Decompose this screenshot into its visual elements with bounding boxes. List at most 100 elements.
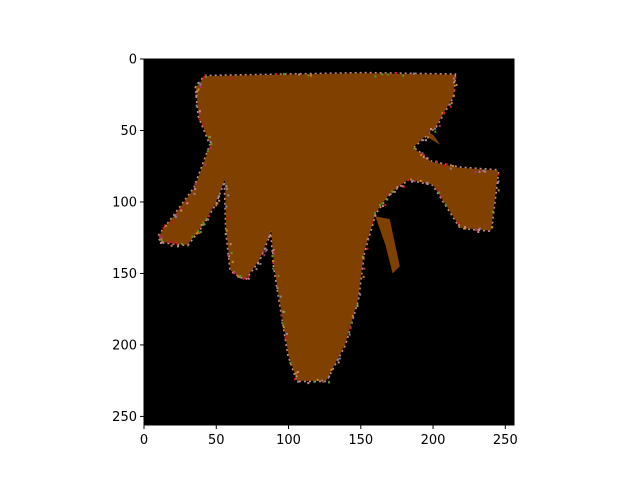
edge-noise-pixel [282,326,285,329]
edge-noise-pixel [280,314,283,317]
edge-noise-pixel [297,380,300,383]
segmentation-mask [156,71,500,385]
edge-noise-pixel [164,224,166,227]
edge-noise-pixel [452,94,455,97]
edge-noise-pixel [441,112,444,115]
edge-noise-pixel [386,198,389,201]
edge-noise-pixel [233,272,236,275]
edge-noise-pixel [384,204,387,206]
edge-noise-pixel [255,268,258,271]
edge-noise-pixel [349,327,352,330]
edge-noise-pixel [195,94,198,97]
edge-noise-pixel [169,240,172,243]
edge-noise-pixel [298,73,300,76]
x-tick-label: 100 [276,433,301,448]
edge-noise-pixel [226,187,229,190]
edge-noise-pixel [430,128,432,130]
edge-noise-pixel [401,185,404,188]
edge-noise-pixel [434,130,437,133]
edge-noise-pixel [218,199,221,202]
edge-noise-pixel [215,204,218,207]
edge-noise-pixel [174,214,177,217]
edge-noise-pixel [406,179,409,182]
edge-noise-pixel [159,235,162,238]
edge-noise-pixel [198,118,201,121]
edge-noise-pixel [268,235,271,238]
edge-noise-pixel [464,227,467,230]
edge-noise-pixel [402,74,405,77]
edge-noise-pixel [389,193,392,196]
edge-noise-pixel [316,378,319,381]
edge-noise-pixel [474,170,477,173]
edge-noise-pixel [356,305,359,307]
edge-noise-pixel [199,231,202,234]
edge-noise-pixel [422,139,425,142]
edge-noise-pixel [286,332,288,335]
edge-noise-pixel [496,181,499,184]
edge-noise-pixel [497,180,500,183]
edge-noise-pixel [433,127,436,130]
edge-noise-pixel [180,242,183,245]
y-tick-label: 200 [112,338,137,353]
edge-noise-pixel [445,163,448,166]
edge-noise-pixel [195,232,198,235]
edge-noise-pixel [293,378,296,381]
edge-noise-pixel [277,275,280,277]
edge-noise-pixel [257,262,259,265]
edge-noise-pixel [279,295,282,298]
edge-noise-pixel [438,125,441,128]
edge-noise-pixel [294,372,297,375]
plot-area [143,58,515,426]
edge-noise-pixel [477,228,480,231]
edge-noise-pixel [338,357,341,360]
edge-noise-pixel [272,262,275,264]
edge-noise-pixel [361,255,364,258]
edge-noise-pixel [162,227,165,230]
edge-noise-pixel [204,163,207,166]
x-axis: 0 50 100 150 200 250 [140,425,518,448]
edge-noise-pixel [381,202,384,205]
edge-noise-pixel [379,204,381,206]
axes-frame [143,58,515,426]
edge-noise-pixel [276,274,279,277]
edge-noise-pixel [444,204,447,206]
edge-noise-pixel [409,178,412,181]
edge-noise-pixel [176,214,179,217]
edge-noise-pixel [271,255,274,257]
edge-noise-pixel [350,321,353,324]
y-tick-label: 50 [120,124,137,139]
edge-noise-pixel [230,252,233,254]
edge-noise-pixel [165,224,168,227]
edge-noise-pixel [348,333,351,336]
edge-noise-pixel [259,262,262,265]
y-tick-label: 250 [112,410,137,425]
edge-noise-pixel [199,83,202,86]
edge-noise-pixel [371,221,374,224]
edge-noise-pixel [464,226,466,229]
edge-noise-pixel [295,375,298,378]
edge-noise-pixel [497,173,500,176]
edge-noise-pixel [275,73,278,76]
edge-noise-pixel [310,74,313,77]
edge-noise-pixel [195,104,198,107]
edge-noise-pixel [438,189,441,192]
edge-noise-pixel [443,164,446,167]
edge-noise-pixel [482,169,485,172]
edge-noise-pixel [160,239,163,242]
mask-right-hanging-piece [375,216,400,274]
edge-noise-pixel [202,221,205,224]
edge-noise-pixel [199,85,202,88]
edge-noise-pixel [442,112,445,114]
edge-noise-pixel [198,231,201,234]
edge-noise-pixel [322,381,325,383]
edge-noise-pixel [363,267,366,270]
edge-noise-pixel [478,227,481,230]
edge-noise-pixel [478,170,481,173]
edge-noise-pixel [218,195,220,198]
mask-left-arm [418,130,441,145]
edge-noise-pixel [209,141,212,143]
edge-noise-pixel [206,150,209,153]
edge-noise-pixel [387,73,390,76]
edge-noise-pixel [222,183,225,186]
edge-noise-pixel [282,310,285,313]
